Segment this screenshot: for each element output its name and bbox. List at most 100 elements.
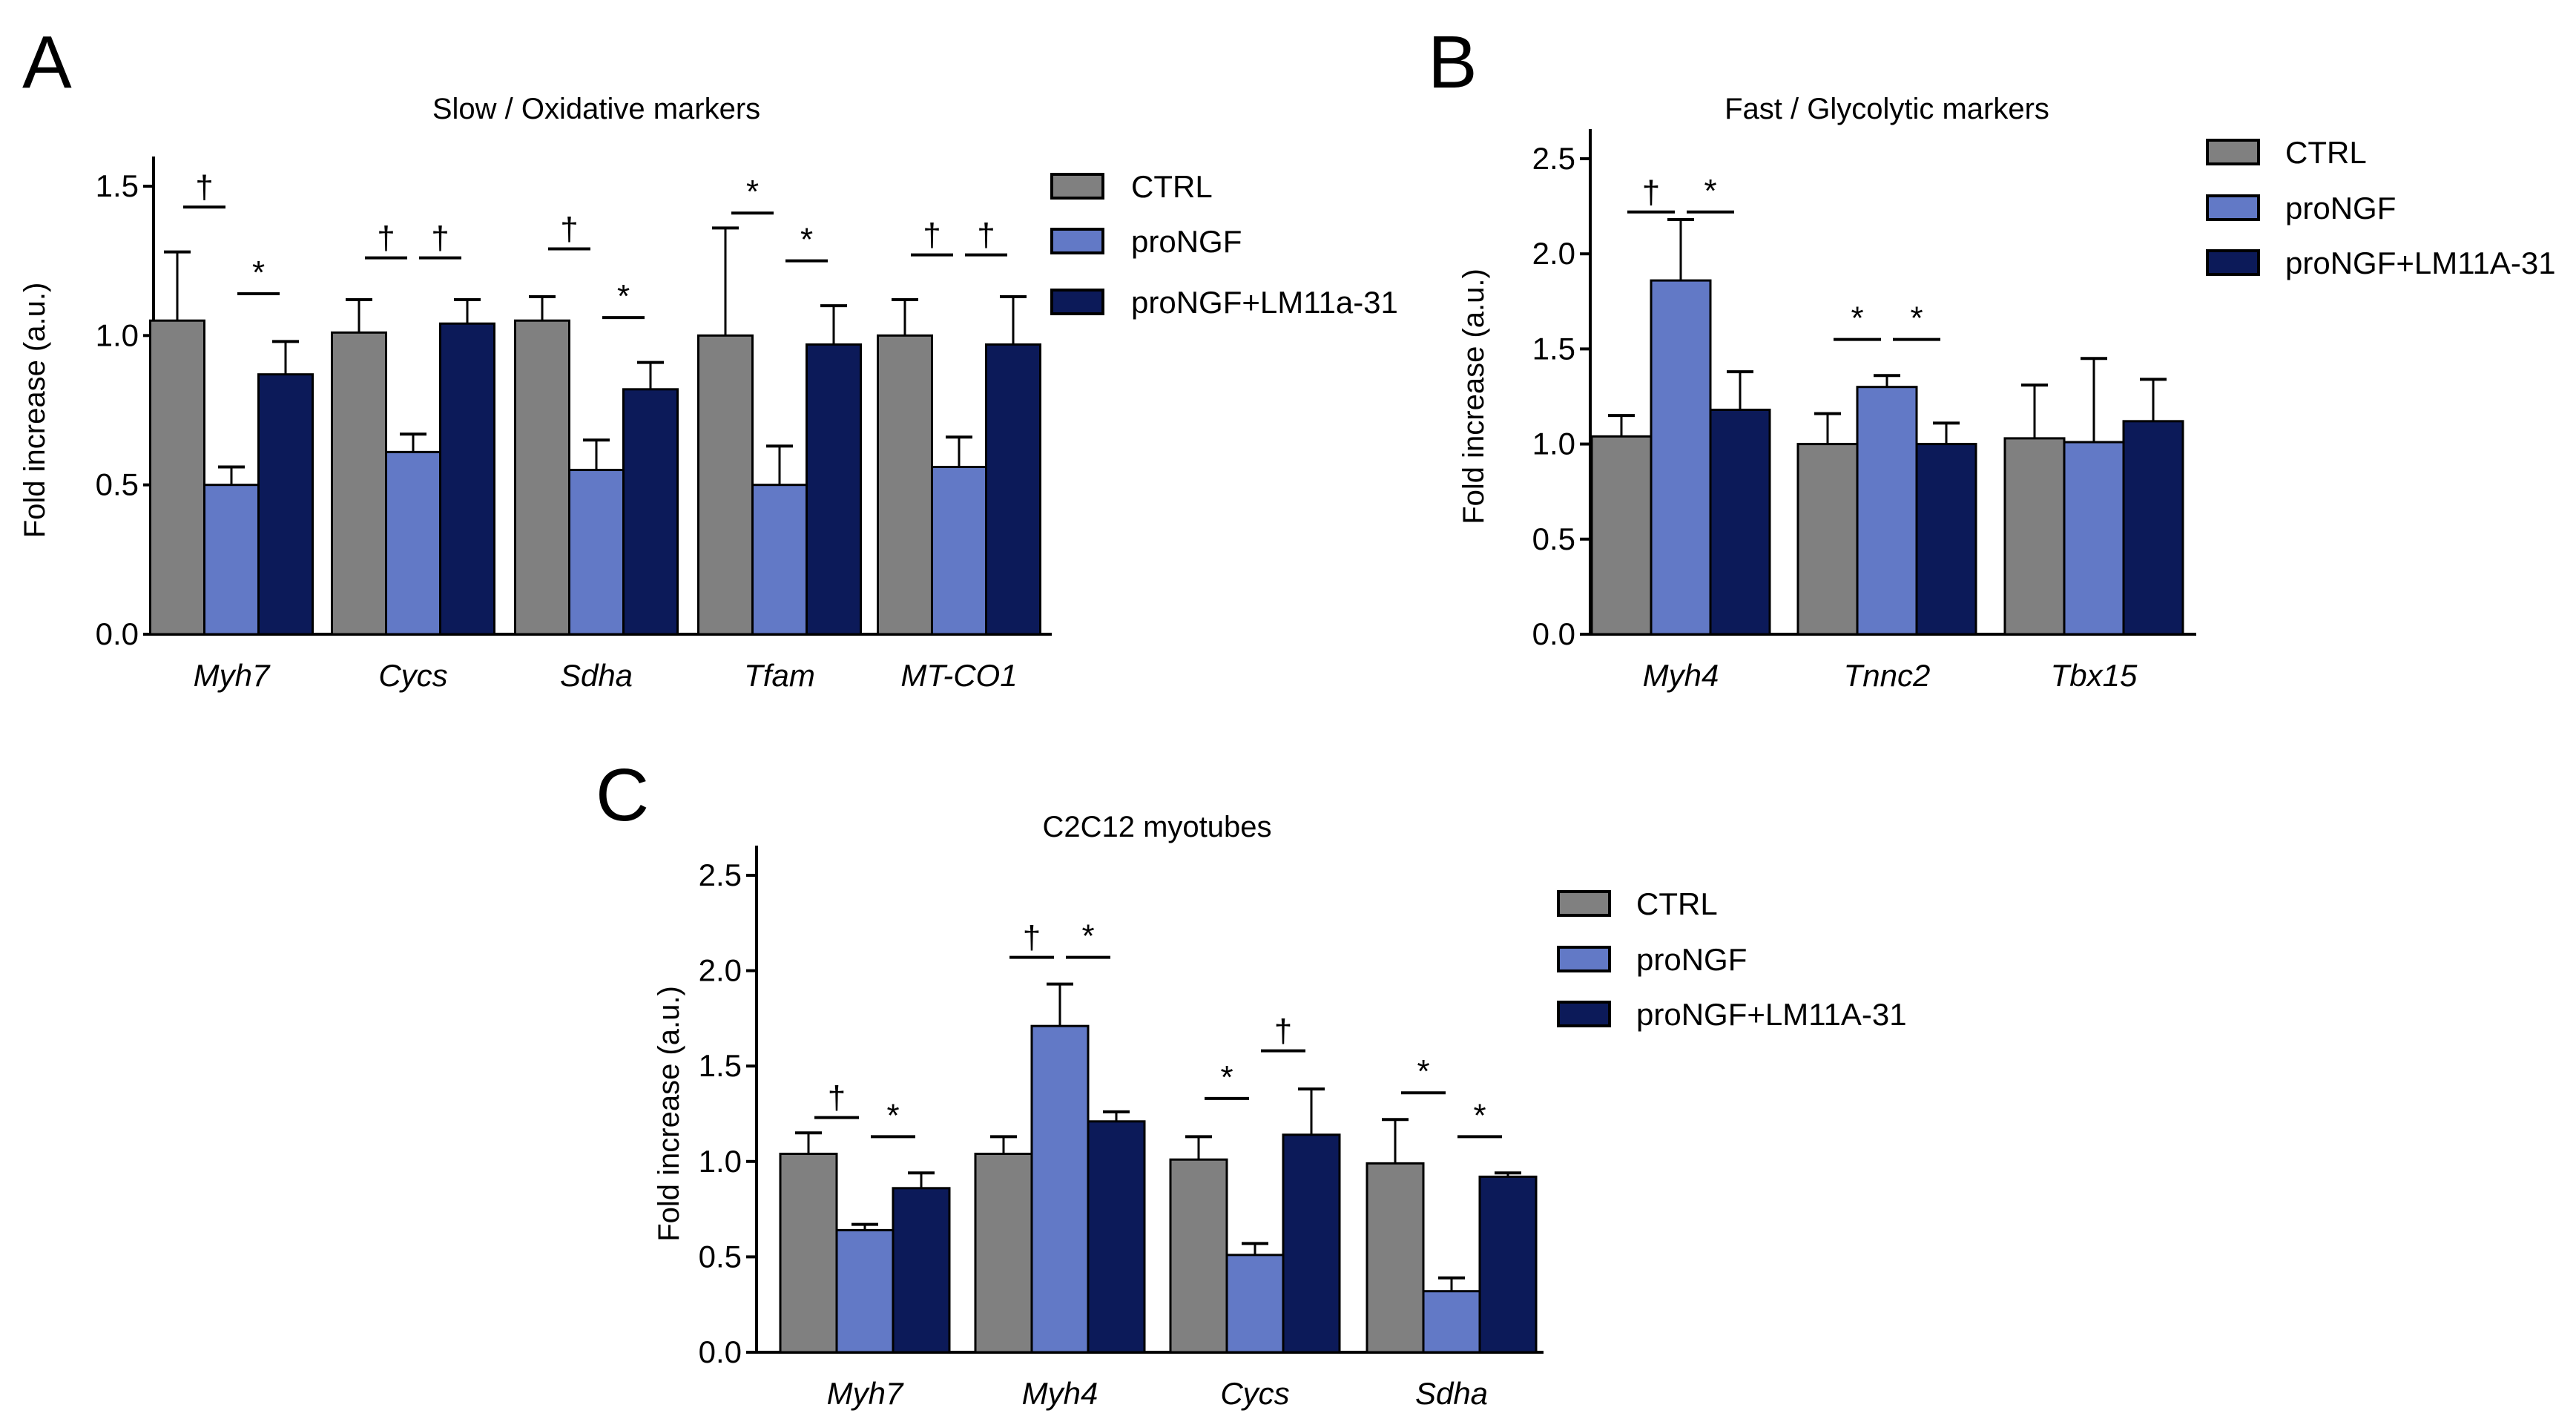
significance-marker: *: [1473, 1097, 1486, 1133]
bar-prongf-lm11a-31: [985, 343, 1041, 636]
bar-ctrl: [779, 1153, 838, 1354]
x-tick-label: Myh7: [194, 658, 271, 693]
bar-prongf: [931, 466, 987, 636]
legend-swatch: [2206, 249, 2260, 276]
y-tick-label: 2.5: [699, 857, 742, 892]
legend-swatch: [1050, 289, 1104, 315]
bar-prongf-lm11a-31: [1478, 1175, 1538, 1354]
bar-prongf: [751, 484, 808, 636]
y-tick-label: 1.0: [1532, 427, 1575, 461]
bar-prongf-lm11a-31: [806, 343, 862, 636]
bar-prongf-lm11a-31: [892, 1187, 951, 1354]
chart-title: Fast / Glycolytic markers: [1725, 93, 2049, 125]
bar-prongf-lm11a-31: [2122, 420, 2184, 636]
bar-prongf: [203, 484, 260, 636]
bar-prongf: [1030, 1024, 1090, 1354]
bar-prongf-lm11a-31: [257, 373, 314, 636]
y-tick-label: 1.0: [96, 317, 139, 352]
y-axis-label: Fold increase (a.u.): [19, 283, 51, 539]
bar-prongf: [1650, 279, 1712, 636]
bar-ctrl: [1366, 1162, 1425, 1354]
y-tick-label: 2.0: [1532, 236, 1575, 271]
y-tick-label: 1.5: [96, 168, 139, 203]
legend-swatch: [1050, 228, 1104, 254]
bar-ctrl: [1590, 435, 1653, 636]
y-tick-label: 0.0: [1532, 616, 1575, 651]
x-tick-label: Sdha: [1415, 1376, 1488, 1411]
significance-marker: *: [886, 1097, 899, 1133]
significance-marker: *: [1910, 300, 1923, 337]
y-axis-label: Fold increase (a.u.): [1457, 269, 1490, 524]
legend-swatch: [1557, 1001, 1611, 1027]
significance-marker: *: [746, 174, 759, 210]
legend-label: proNGF+LM11a-31: [1131, 285, 1398, 320]
significance-marker: *: [1417, 1053, 1429, 1090]
significance-marker: †: [977, 217, 995, 254]
significance-marker: †: [923, 217, 941, 254]
significance-marker: *: [1081, 918, 1094, 955]
significance-marker: †: [1023, 920, 1041, 956]
y-tick-label: 1.0: [699, 1144, 742, 1179]
bar-ctrl: [974, 1153, 1033, 1354]
panel-letter-b: B: [1428, 21, 1478, 104]
legend-label: proNGF: [2285, 191, 2396, 225]
y-tick-label: 1.5: [1532, 331, 1575, 366]
significance-marker: †: [828, 1080, 846, 1116]
y-tick-label: 2.5: [1532, 141, 1575, 176]
y-tick-label: 0.0: [96, 616, 139, 651]
panel-c-chart: C2C12 myotubes Fold increase (a.u.) 0.0 0.5…: [653, 811, 1907, 1411]
bar-prongf-lm11a-31: [1915, 443, 1977, 636]
legend-swatch: [1050, 173, 1104, 200]
significance-marker: †: [377, 220, 395, 257]
y-tick-label: 2.0: [699, 953, 742, 988]
y-tick-label: 0.5: [96, 467, 139, 502]
legend-label: proNGF: [1131, 224, 1242, 259]
panel-b-chart: Fast / Glycolytic markers Fold increase (…: [1457, 93, 2556, 693]
bar-prongf: [2063, 441, 2125, 636]
x-tick-label: Tnnc2: [1844, 658, 1931, 693]
bar-ctrl: [514, 319, 570, 636]
bar-ctrl: [1796, 443, 1859, 636]
x-tick-label: Myh7: [827, 1376, 904, 1411]
bar-prongf: [835, 1228, 895, 1354]
significance-marker: *: [1220, 1059, 1233, 1096]
bar-prongf: [1422, 1290, 1481, 1354]
panel-letter-a: A: [22, 21, 72, 104]
y-axis-label: Fold increase (a.u.): [653, 986, 685, 1242]
y-tick-label: 0.5: [699, 1239, 742, 1274]
x-tick-label: Cycs: [1220, 1376, 1289, 1411]
legend-label: CTRL: [1131, 169, 1213, 204]
legend-label: CTRL: [1636, 886, 1718, 921]
bar-prongf-lm11a-31: [1709, 408, 1771, 636]
bar-ctrl: [2003, 437, 2066, 636]
significance-marker: *: [252, 254, 265, 291]
y-tick-label: 0.5: [1532, 521, 1575, 556]
significance-marker: *: [1704, 173, 1716, 209]
significance-marker: *: [1851, 300, 1863, 337]
x-tick-label: MT-CO1: [900, 658, 1017, 693]
significance-marker: †: [431, 220, 449, 257]
bar-prongf-lm11a-31: [439, 322, 495, 636]
x-tick-label: Myh4: [1022, 1376, 1098, 1411]
bar-prongf-lm11a-31: [622, 388, 679, 636]
x-tick-label: Tbx15: [2051, 658, 2138, 693]
y-tick-label: 0.0: [699, 1334, 742, 1369]
legend-swatch: [1557, 890, 1611, 917]
bar-ctrl: [697, 334, 754, 636]
significance-marker: †: [560, 211, 578, 248]
panel-letter-c: C: [596, 754, 649, 837]
x-tick-label: Cycs: [378, 658, 447, 693]
legend-label: proNGF: [1636, 942, 1747, 977]
legend-label: proNGF+LM11A-31: [2285, 246, 2556, 280]
legend-swatch: [1557, 946, 1611, 972]
bar-ctrl: [1169, 1158, 1228, 1354]
legend-swatch: [2206, 194, 2260, 221]
bar-prongf-lm11a-31: [1087, 1120, 1146, 1354]
bar-prongf: [568, 469, 625, 636]
y-tick-label: 1.5: [699, 1048, 742, 1083]
chart-title: C2C12 myotubes: [1042, 811, 1271, 843]
legend-label: CTRL: [2285, 135, 2367, 170]
significance-marker: *: [617, 278, 630, 315]
legend-label: proNGF+LM11A-31: [1636, 997, 1907, 1032]
